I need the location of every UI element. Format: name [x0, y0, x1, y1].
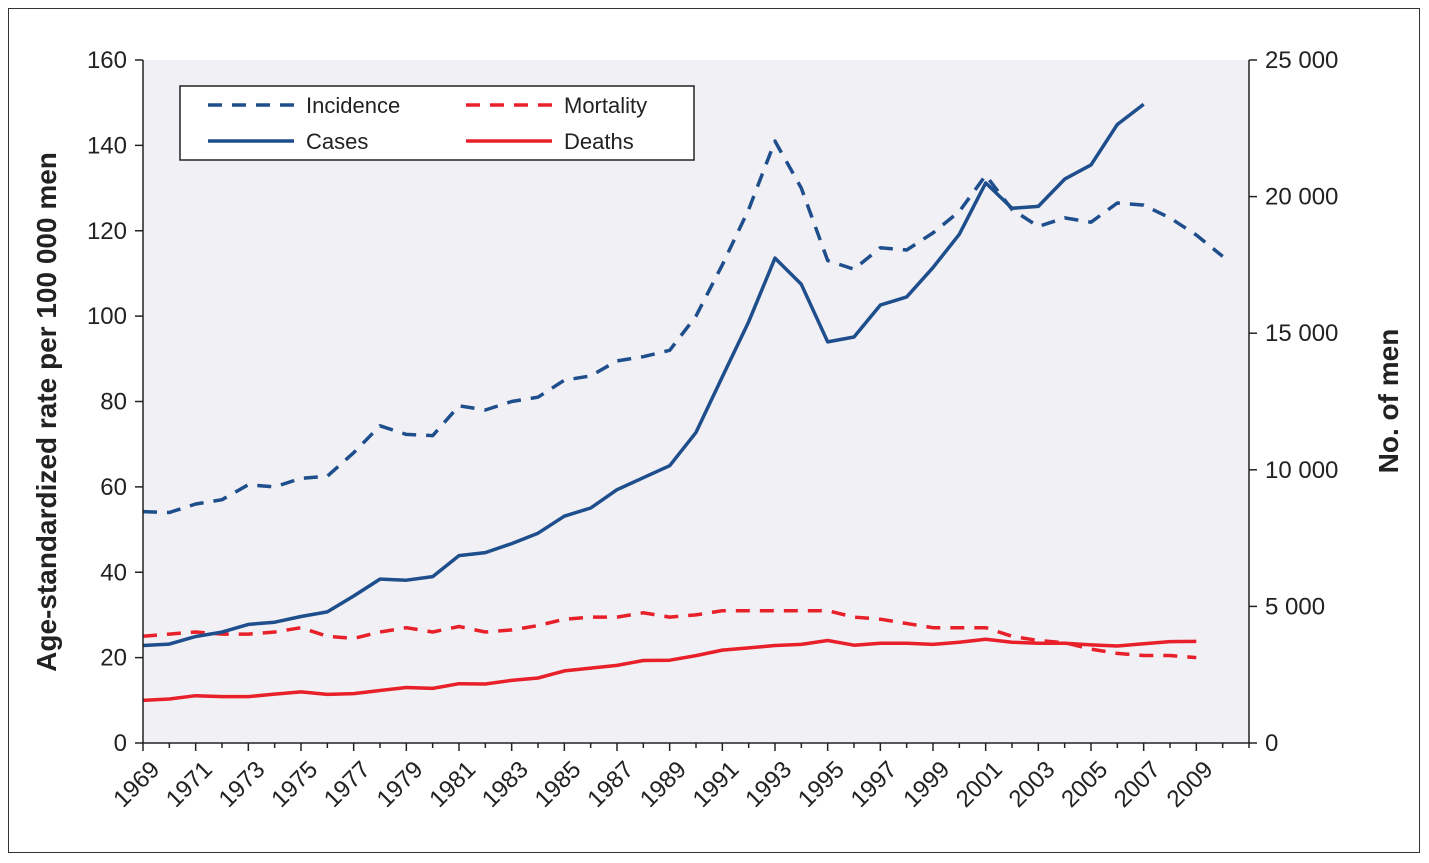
y-axis-left-title: Age-standardized rate per 100 000 men	[31, 152, 62, 672]
series-line-deaths	[142, 637, 1197, 703]
y-left-tick-label: 80	[100, 389, 127, 416]
y-left-tick-label: 160	[87, 47, 127, 74]
chart-frame	[8, 8, 1420, 853]
y-left-tick-label: 60	[100, 474, 127, 501]
x-tick-label: 2005	[1056, 756, 1113, 813]
x-tick-label: 1983	[477, 756, 534, 813]
series-line-cases	[142, 102, 1145, 648]
legend-label-incidence: Incidence	[306, 93, 400, 118]
legend-label-deaths: Deaths	[564, 129, 634, 154]
x-tick-label: 2003	[1004, 756, 1061, 813]
y-left-tick-label: 20	[100, 645, 127, 672]
x-tick-label: 2001	[951, 756, 1008, 813]
y-left-tick-label: 120	[87, 218, 127, 245]
series-line-incidence	[142, 139, 1224, 515]
plot-area	[143, 60, 1249, 743]
x-tick-label: 1979	[372, 756, 429, 813]
legend-label-cases: Cases	[306, 129, 368, 154]
x-tick-label: 1995	[793, 756, 850, 813]
series-line-mortality	[142, 608, 1197, 660]
series-layer	[142, 102, 1224, 703]
x-tick-label: 1981	[424, 756, 481, 813]
x-tick-label: 1997	[846, 756, 903, 813]
legend-box	[179, 85, 695, 161]
x-tick-label: 1977	[319, 756, 376, 813]
y-left-tick-label: 0	[114, 730, 127, 757]
y-right-tick-label: 10 000	[1265, 457, 1338, 484]
x-tick-label: 1985	[530, 756, 587, 813]
y-left-tick-label: 100	[87, 303, 127, 330]
y-right-tick-label: 5 000	[1265, 593, 1325, 620]
y-axis-right-title: No. of men	[1373, 329, 1404, 474]
legend-label-mortality: Mortality	[564, 93, 647, 118]
x-tick-label: 2007	[1109, 756, 1166, 813]
x-tick-label: 1993	[740, 756, 797, 813]
y-left-tick-label: 140	[87, 132, 127, 159]
x-tick-label: 1969	[108, 756, 165, 813]
x-tick-label: 1991	[688, 756, 745, 813]
y-right-tick-label: 25 000	[1265, 47, 1338, 74]
y-right-tick-label: 15 000	[1265, 320, 1338, 347]
x-tick-label: 2009	[1162, 756, 1219, 813]
x-tick-label: 1973	[214, 756, 271, 813]
x-tick-label: 1975	[266, 756, 323, 813]
x-tick-label: 1999	[898, 756, 955, 813]
y-left-tick-label: 40	[100, 559, 127, 586]
x-tick-label: 1971	[161, 756, 218, 813]
x-tick-label: 1989	[635, 756, 692, 813]
y-right-tick-label: 20 000	[1265, 184, 1338, 211]
y-right-tick-label: 0	[1265, 730, 1278, 757]
chart-legend: Incidence Mortality Cases Deaths	[179, 85, 695, 161]
x-tick-label: 1987	[582, 756, 639, 813]
